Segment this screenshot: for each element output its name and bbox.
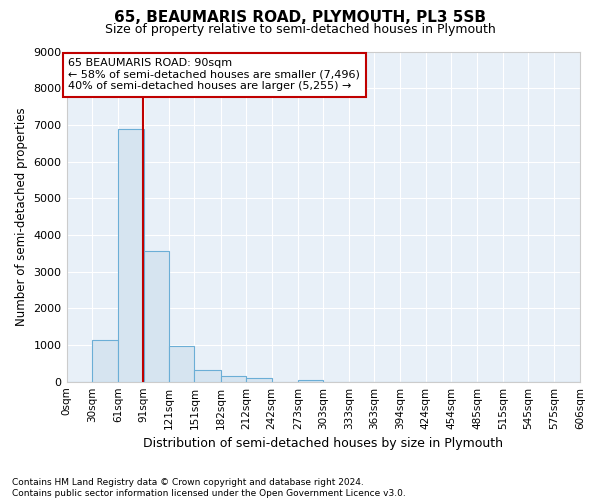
Bar xyxy=(92,340,118,382)
Bar xyxy=(221,376,246,382)
Bar xyxy=(169,346,194,382)
Text: 65 BEAUMARIS ROAD: 90sqm
← 58% of semi-detached houses are smaller (7,496)
40% o: 65 BEAUMARIS ROAD: 90sqm ← 58% of semi-d… xyxy=(68,58,360,92)
Text: Contains HM Land Registry data © Crown copyright and database right 2024.
Contai: Contains HM Land Registry data © Crown c… xyxy=(12,478,406,498)
Bar xyxy=(143,250,169,382)
X-axis label: Distribution of semi-detached houses by size in Plymouth: Distribution of semi-detached houses by … xyxy=(143,437,503,450)
Bar xyxy=(298,380,323,382)
Y-axis label: Number of semi-detached properties: Number of semi-detached properties xyxy=(15,108,28,326)
Bar xyxy=(246,378,272,382)
Bar xyxy=(194,370,221,382)
Text: Size of property relative to semi-detached houses in Plymouth: Size of property relative to semi-detach… xyxy=(104,22,496,36)
Bar xyxy=(118,129,143,382)
Text: 65, BEAUMARIS ROAD, PLYMOUTH, PL3 5SB: 65, BEAUMARIS ROAD, PLYMOUTH, PL3 5SB xyxy=(114,10,486,25)
